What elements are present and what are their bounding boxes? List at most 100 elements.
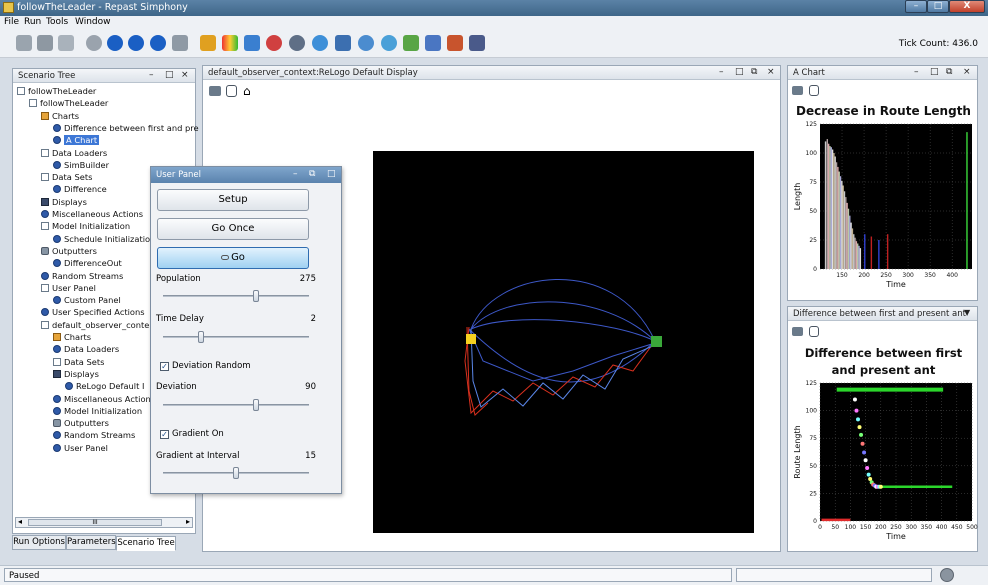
- reader-icon[interactable]: [447, 35, 463, 51]
- menu-run[interactable]: Run: [24, 17, 42, 27]
- maximize-panel-button[interactable]: □: [327, 169, 336, 179]
- scroll-thumb[interactable]: III: [28, 519, 162, 526]
- database-icon[interactable]: [58, 35, 74, 51]
- tree-item[interactable]: Data Loaders: [41, 148, 107, 158]
- pan-icon[interactable]: [809, 85, 819, 96]
- time-delay-slider[interactable]: [163, 331, 309, 343]
- tree-item[interactable]: Data Sets: [53, 357, 104, 367]
- new-scenario-icon[interactable]: [16, 35, 32, 51]
- relogo-display-canvas[interactable]: [373, 151, 754, 533]
- population-slider[interactable]: [163, 290, 309, 302]
- save-icon[interactable]: [37, 35, 53, 51]
- tree-item[interactable]: Outputters: [41, 246, 97, 256]
- camera-icon[interactable]: [792, 86, 803, 95]
- map-icon[interactable]: [403, 35, 419, 51]
- tree-item[interactable]: Difference: [53, 184, 107, 194]
- image-icon[interactable]: [335, 35, 351, 51]
- restore-panel-button[interactable]: ⧉: [309, 169, 316, 179]
- scroll-right-arrow[interactable]: ▸: [185, 517, 190, 526]
- tree-item[interactable]: Custom Panel: [53, 295, 121, 305]
- tree-item[interactable]: Difference between first and pre: [53, 123, 199, 133]
- minimize-window-button[interactable]: –: [905, 0, 927, 13]
- minimize-panel-button[interactable]: –: [719, 67, 724, 77]
- film-icon[interactable]: [469, 35, 485, 51]
- tree-item[interactable]: Model Initialization: [53, 406, 142, 416]
- close-window-button[interactable]: X: [949, 0, 985, 13]
- tree-item[interactable]: Miscellaneous Action: [53, 394, 151, 404]
- chevron-down-icon[interactable]: ▼: [964, 308, 971, 317]
- tree-item[interactable]: User Panel: [41, 283, 96, 293]
- maximize-panel-button[interactable]: □: [165, 70, 174, 80]
- group-icon[interactable]: [244, 35, 260, 51]
- tree-item[interactable]: SimBuilder: [53, 160, 109, 170]
- lambda-icon[interactable]: [200, 35, 216, 51]
- setup-button[interactable]: Setup: [157, 189, 309, 211]
- gradient-interval-slider-thumb[interactable]: [233, 467, 239, 479]
- tree-item[interactable]: A Chart: [53, 135, 100, 146]
- minimize-panel-button[interactable]: –: [914, 67, 919, 77]
- close-panel-button[interactable]: ×: [181, 70, 189, 80]
- search-icon[interactable]: [381, 35, 397, 51]
- camera-icon[interactable]: [209, 86, 221, 96]
- scroll-left-arrow[interactable]: ◂: [18, 517, 23, 526]
- close-panel-button[interactable]: ×: [767, 67, 775, 77]
- checkbox-check-icon[interactable]: ✓: [160, 362, 169, 371]
- deviation-random-checkbox[interactable]: ✓ Deviation Random: [160, 361, 251, 371]
- camera-icon[interactable]: [792, 327, 803, 336]
- maximize-window-button[interactable]: □: [927, 0, 949, 13]
- tree-item[interactable]: Random Streams: [41, 271, 123, 281]
- time-delay-slider-thumb[interactable]: [198, 331, 204, 343]
- tree-item[interactable]: DifferenceOut: [53, 258, 122, 268]
- tree-item[interactable]: Charts: [53, 332, 91, 342]
- maximize-panel-button[interactable]: □: [735, 67, 744, 77]
- menu-tools[interactable]: Tools: [46, 17, 69, 27]
- tree-item[interactable]: followTheLeader: [17, 86, 96, 96]
- minimize-panel-button[interactable]: –: [293, 169, 298, 179]
- tree-item[interactable]: Outputters: [53, 418, 109, 428]
- pause-icon[interactable]: [150, 35, 166, 51]
- gradient-on-checkbox[interactable]: ✓ Gradient On: [160, 429, 224, 439]
- go-button[interactable]: Go: [157, 247, 309, 269]
- pan-icon[interactable]: [226, 85, 237, 97]
- tab-parameters[interactable]: Parameters: [66, 535, 116, 550]
- chart-icon[interactable]: [222, 35, 238, 51]
- float-panel-button[interactable]: ⧉: [751, 67, 758, 77]
- deviation-slider-thumb[interactable]: [252, 399, 259, 411]
- deviation-slider[interactable]: [163, 399, 309, 411]
- checkbox-check-icon[interactable]: ✓: [160, 430, 169, 439]
- tab-scenario-tree[interactable]: Scenario Tree: [116, 536, 176, 551]
- minimize-panel-button[interactable]: –: [149, 70, 154, 80]
- tree-item[interactable]: Displays: [53, 369, 99, 379]
- tab-run-options[interactable]: Run Options: [12, 535, 66, 550]
- home-icon[interactable]: ⌂: [243, 84, 251, 98]
- globe-icon[interactable]: [312, 35, 328, 51]
- tree-item[interactable]: Data Sets: [41, 172, 92, 182]
- tree-item[interactable]: Random Streams: [53, 430, 135, 440]
- tree-item[interactable]: ReLogo Default I: [65, 381, 144, 391]
- play-icon[interactable]: [107, 35, 123, 51]
- tree-item[interactable]: followTheLeader: [29, 98, 108, 108]
- gradient-interval-slider[interactable]: [163, 467, 309, 479]
- tree-item[interactable]: User Specified Actions: [41, 307, 145, 317]
- paint-icon[interactable]: [266, 35, 282, 51]
- go-once-button[interactable]: Go Once: [157, 218, 309, 240]
- tree-item[interactable]: Miscellaneous Actions: [41, 209, 143, 219]
- tree-item[interactable]: Charts: [41, 111, 79, 121]
- network-icon[interactable]: [358, 35, 374, 51]
- tree-item[interactable]: Data Loaders: [53, 344, 119, 354]
- maximize-panel-button[interactable]: □: [930, 67, 939, 77]
- power-icon[interactable]: [86, 35, 102, 51]
- tree-item[interactable]: Model Initialization: [41, 221, 130, 231]
- close-panel-button[interactable]: ×: [963, 67, 971, 77]
- population-slider-thumb[interactable]: [252, 290, 259, 302]
- memory-icon[interactable]: [940, 568, 954, 582]
- menu-window[interactable]: Window: [75, 17, 111, 27]
- tree-item[interactable]: Schedule Initializatio: [53, 234, 150, 244]
- step-icon[interactable]: [128, 35, 144, 51]
- tree-item[interactable]: Displays: [41, 197, 87, 207]
- menu-file[interactable]: File: [4, 17, 20, 27]
- reset-icon[interactable]: [172, 35, 188, 51]
- tree-item[interactable]: User Panel: [53, 443, 108, 453]
- pan-icon[interactable]: [809, 326, 819, 337]
- float-panel-button[interactable]: ⧉: [946, 67, 953, 77]
